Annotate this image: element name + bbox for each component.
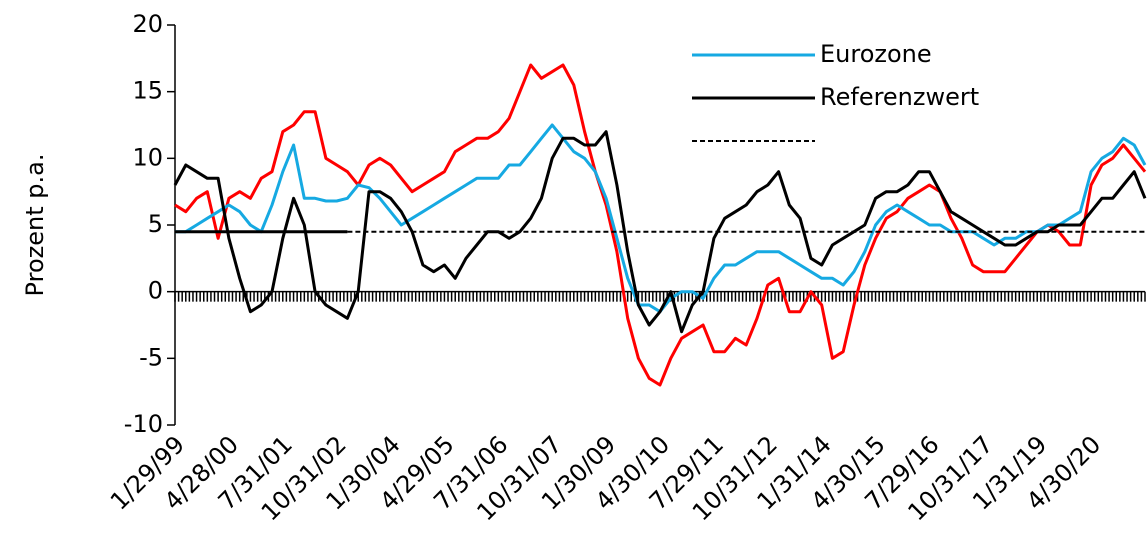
y-tick-label: 5 <box>148 210 163 238</box>
y-tick-label: 20 <box>132 10 163 38</box>
y-tick-label: 10 <box>132 143 163 171</box>
data-line <box>174 63 1147 387</box>
y-tick-label: 0 <box>148 277 163 305</box>
y-tick-label: -5 <box>139 343 163 371</box>
y-tick-label: -10 <box>124 410 163 438</box>
y-tick-label: 15 <box>132 77 163 105</box>
data-line <box>175 123 1147 314</box>
legend-label: Eurozone <box>820 40 932 68</box>
legend-label: Referenzwert <box>820 83 979 111</box>
y-axis-label: Prozent p.a. <box>21 154 49 297</box>
